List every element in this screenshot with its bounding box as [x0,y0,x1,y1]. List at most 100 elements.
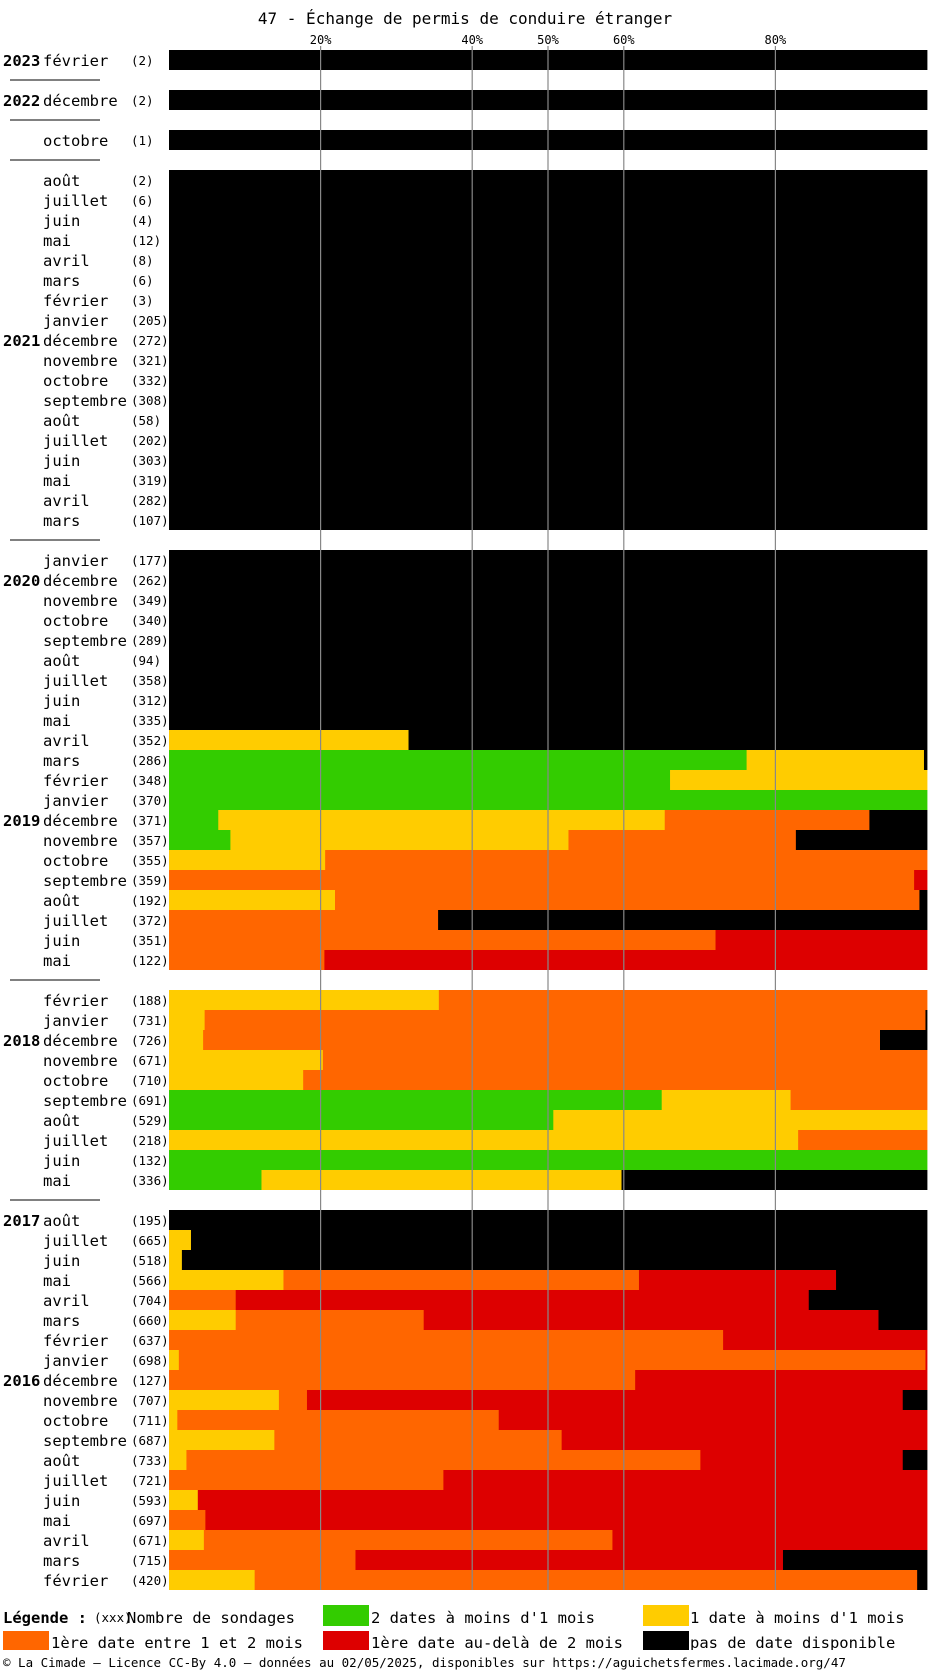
month-label: avril [43,1292,90,1310]
row-labels: 2023 février (2)2022 décembre (2)octobre (1)a… [3,52,169,1590]
bar-segment-o [303,1070,928,1090]
month-label: septembre [43,872,127,890]
sample-count: (371) [131,813,169,828]
bar-segment-o [169,1290,237,1310]
bar-segment-o [274,1430,563,1450]
sample-count: (691) [131,1093,169,1108]
bar-segment-r [498,1410,928,1430]
month-label: janvier [43,1352,108,1370]
bar-segment-c2 [169,1170,262,1190]
month-label: juillet [43,912,108,930]
legend-title: Légende : [3,1609,87,1627]
sample-count: (665) [131,1233,169,1248]
legend: Légende : (xxx)Nombre de sondages 2 dates … [3,1605,905,1650]
legend-count-label: Nombre de sondages [127,1609,295,1627]
sample-count: (3) [131,293,154,308]
sample-count: (671) [131,1533,169,1548]
bar-segment-o [204,1010,926,1030]
chart-title: 47 - Échange de permis de conduire étran… [258,9,673,28]
year-label: 2020 [3,572,40,590]
legend-label-c1: 1 date à moins d'1 mois [690,1609,905,1627]
sample-count: (188) [131,993,169,1008]
year-label: 2021 [3,332,40,350]
sample-count: (529) [131,1113,169,1128]
bar-segment-r [638,1270,837,1290]
bar-segment-o [169,1470,444,1490]
bar-segment-o [568,830,797,850]
bar-segment-k [836,1270,928,1290]
sample-count: (8) [131,253,154,268]
sample-count: (127) [131,1373,169,1388]
legend-swatch-o [3,1631,49,1650]
sample-count: (289) [131,633,169,648]
bar-segment-c2 [169,830,231,850]
bar-segment-r [925,1350,928,1370]
month-label: décembre [43,92,118,110]
bar-segment-k [878,1310,928,1330]
month-label: juillet [43,432,108,450]
bar-segment-k [621,1170,928,1190]
month-label: août [43,1112,80,1130]
month-label: février [43,1332,108,1350]
month-label: septembre [43,632,127,650]
sample-count: (195) [131,1213,169,1228]
bar-segment-c2 [169,810,219,830]
sample-count: (707) [131,1393,169,1408]
month-label: avril [43,1532,90,1550]
bar-segment-o [169,930,716,950]
bar-segment-o [178,1350,926,1370]
sample-count: (58) [131,413,161,428]
bar-segment-r [612,1530,928,1550]
month-label: octobre [43,1072,108,1090]
bar-segment-c1 [169,1410,178,1430]
sample-count: (286) [131,753,169,768]
legend-swatch-c2 [323,1605,369,1626]
bar-segment-c1 [169,1070,304,1090]
sample-count: (205) [131,313,169,328]
month-label: mars [43,272,80,290]
x-tick-label: 80% [765,33,787,47]
bar-segment-k [782,1550,928,1570]
sample-count: (262) [131,573,169,588]
bar-segment-k [880,1030,928,1050]
sample-count: (2) [131,173,154,188]
month-label: octobre [43,372,108,390]
month-label: août [43,892,80,910]
sample-count: (349) [131,593,169,608]
sample-count: (122) [131,953,169,968]
month-label: octobre [43,852,108,870]
sample-count: (351) [131,933,169,948]
month-label: juillet [43,672,108,690]
bar-segment-c2 [169,1090,663,1110]
month-label: novembre [43,1052,118,1070]
bar-segment-k [438,910,928,930]
sample-count: (303) [131,453,169,468]
month-label: mars [43,1312,80,1330]
bar-segment-r [914,870,928,890]
sample-count: (107) [131,513,169,528]
month-label: mai [43,952,71,970]
month-label: février [43,1572,108,1590]
bar-segment-c2 [169,770,671,790]
bar-segment-c1 [169,730,409,750]
bar-segment-c1 [169,890,336,910]
sample-count: (6) [131,273,154,288]
bar-segment-k [917,1570,928,1590]
sample-count: (282) [131,493,169,508]
bar-segment-r [443,1470,928,1490]
legend-swatch-r [323,1631,369,1650]
x-tick-label: 20% [310,33,332,47]
sample-count: (1) [131,133,154,148]
bar-segment-c1 [169,1490,199,1510]
month-label: janvier [43,792,108,810]
sample-count: (352) [131,733,169,748]
year-label: 2018 [3,1032,40,1050]
month-label: juin [43,1152,80,1170]
month-label: décembre [43,812,118,830]
bar-segment-c2 [169,750,747,770]
bar-segment-r [723,1330,928,1350]
bar-segment-c1 [169,1250,183,1270]
bar-segment-o [169,1330,724,1350]
bar-segment-c1 [169,1390,280,1410]
sample-count: (332) [131,373,169,388]
